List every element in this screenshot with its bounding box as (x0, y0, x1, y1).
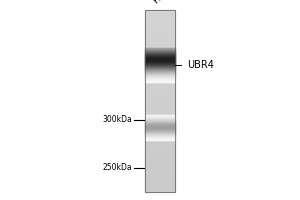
Text: 250kDa: 250kDa (102, 164, 132, 172)
Bar (145, 10, 175, 192)
Text: HeLa: HeLa (151, 0, 173, 5)
Text: 300kDa: 300kDa (102, 116, 132, 124)
Text: UBR4: UBR4 (187, 60, 214, 70)
